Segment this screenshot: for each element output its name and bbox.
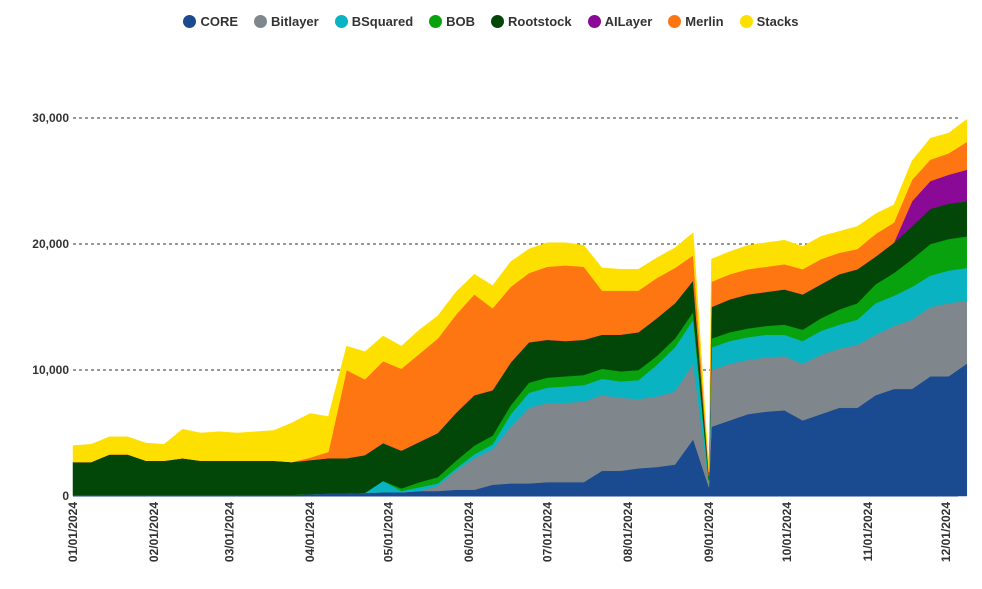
x-tick-label: 08/01/2024	[621, 502, 635, 562]
legend-label: BSquared	[351, 14, 414, 29]
legend-item-ailayer[interactable]: AILayer	[587, 14, 653, 29]
legend-item-core[interactable]: CORE	[183, 14, 238, 29]
legend-swatch-icon	[668, 15, 682, 28]
area-stacks[interactable]	[72, 118, 968, 473]
legend-label: BOB	[446, 14, 476, 29]
x-tick-label: 02/01/2024	[147, 502, 161, 562]
legend: CORE Bitlayer BSquared BOB Rootstock AILayer M…	[0, 14, 982, 29]
legend-item-merlin[interactable]: Merlin	[668, 14, 724, 29]
legend-item-stacks[interactable]: Stacks	[739, 14, 799, 29]
legend-swatch-icon	[254, 15, 268, 28]
x-tick-label: 11/01/2024	[861, 502, 875, 562]
legend-label: Merlin	[685, 14, 724, 29]
x-tick-label: 09/01/2024	[702, 502, 716, 562]
y-tick-label: 10,000	[32, 363, 69, 377]
legend-label: Rootstock	[508, 14, 572, 29]
y-axis: 0 10,000 20,000 30,000	[32, 111, 69, 503]
area-series	[72, 118, 968, 497]
legend-swatch-icon	[587, 15, 601, 28]
legend-item-bob[interactable]: BOB	[429, 14, 475, 29]
x-tick-label: 10/01/2024	[780, 502, 794, 562]
x-tick-label: 04/01/2024	[303, 502, 317, 562]
legend-swatch-icon	[183, 15, 197, 28]
legend-item-bsquared[interactable]: BSquared	[334, 14, 414, 29]
x-tick-label: 05/01/2024	[381, 502, 395, 562]
legend-label: AILayer	[604, 14, 653, 29]
legend-swatch-icon	[491, 15, 505, 28]
x-tick-label: 12/01/2024	[939, 502, 953, 562]
y-tick-label: 0	[62, 489, 69, 503]
legend-label: Stacks	[756, 14, 799, 29]
x-tick-label: 06/01/2024	[462, 502, 476, 562]
y-tick-label: 30,000	[32, 111, 69, 125]
x-tick-label: 07/01/2024	[540, 502, 554, 562]
legend-swatch-icon	[739, 15, 753, 28]
legend-swatch-icon	[334, 15, 348, 28]
legend-swatch-icon	[429, 15, 443, 28]
y-tick-label: 20,000	[32, 237, 69, 251]
x-axis: 01/01/2024 02/01/2024 03/01/2024 04/01/2024…	[66, 502, 953, 562]
legend-label: CORE	[200, 14, 239, 29]
x-tick-label: 01/01/2024	[66, 502, 80, 562]
legend-item-bitlayer[interactable]: Bitlayer	[254, 14, 319, 29]
legend-label: Bitlayer	[271, 14, 319, 29]
x-tick-label: 03/01/2024	[222, 502, 236, 562]
legend-item-rootstock[interactable]: Rootstock	[491, 14, 572, 29]
